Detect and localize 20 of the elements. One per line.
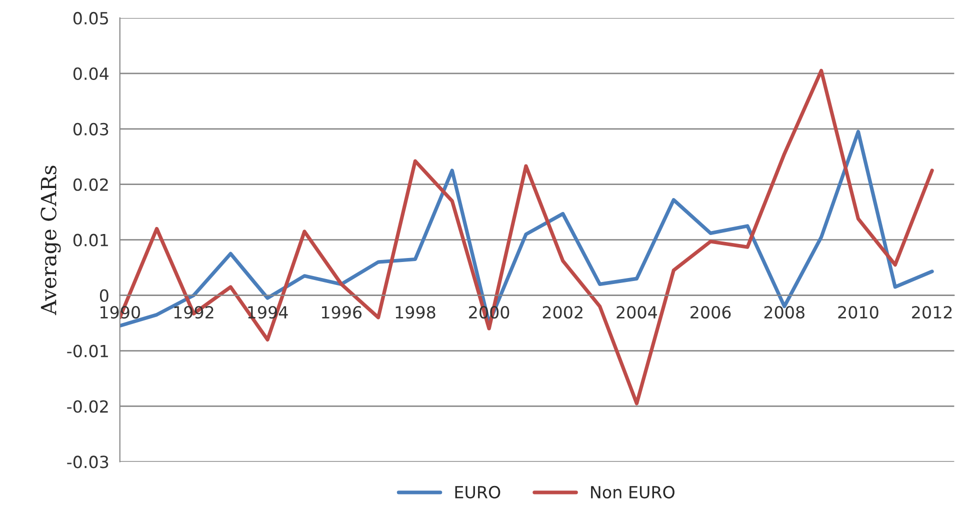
y-tick-label: -0.03 bbox=[67, 456, 108, 468]
x-tick-label: 2004 bbox=[616, 306, 657, 319]
y-tick-label: -0.01 bbox=[67, 344, 108, 358]
x-tick-label: 2010 bbox=[838, 306, 878, 319]
legend-label: EURO bbox=[455, 486, 500, 498]
x-tick-label: 1996 bbox=[322, 306, 362, 319]
x-tick-label: 2002 bbox=[542, 306, 582, 319]
x-tick-label: 2006 bbox=[690, 306, 731, 319]
legend-label: Non EURO bbox=[591, 486, 674, 498]
x-tick-label: 2008 bbox=[764, 306, 804, 319]
y-tick-label: 0 bbox=[100, 289, 108, 302]
x-tick-label: 2012 bbox=[912, 306, 952, 319]
y-tick-label: 0.05 bbox=[73, 12, 108, 25]
y-tick-label: -0.02 bbox=[67, 400, 108, 413]
x-tick-label: 1998 bbox=[396, 306, 436, 319]
y-tick-label: 0.03 bbox=[73, 122, 108, 136]
y-tick-label: 0.04 bbox=[73, 67, 109, 80]
y-tick-label: 0.02 bbox=[73, 178, 108, 191]
y-tick-label: 0.01 bbox=[73, 234, 108, 246]
y-axis-title: Average CARs bbox=[40, 166, 61, 316]
